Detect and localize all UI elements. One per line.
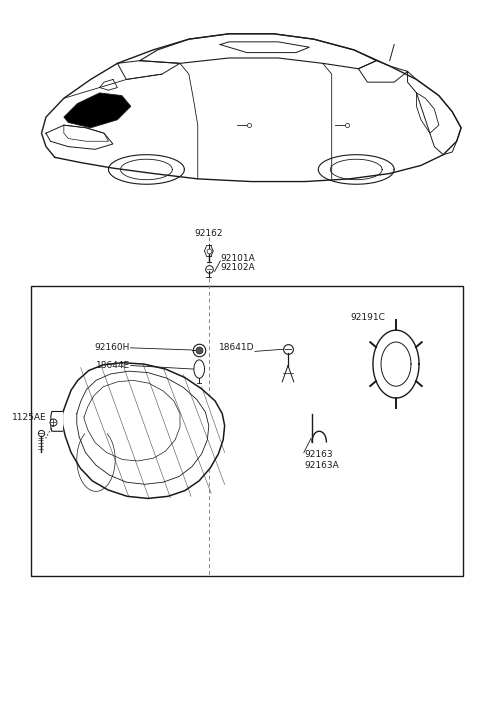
Polygon shape [64, 93, 131, 128]
Text: 92163A: 92163A [305, 461, 339, 469]
Text: 92101A: 92101A [221, 255, 255, 263]
Text: 92160H: 92160H [94, 344, 130, 352]
Text: 18644E: 18644E [96, 361, 130, 370]
Text: 92163: 92163 [305, 450, 334, 459]
Text: 92102A: 92102A [221, 263, 255, 271]
Polygon shape [51, 411, 62, 431]
Text: 1125AE: 1125AE [12, 413, 47, 421]
Text: 92191C: 92191C [350, 312, 385, 322]
Polygon shape [62, 363, 225, 498]
Bar [31, 286, 463, 576]
Text: 92162: 92162 [194, 229, 223, 238]
Text: 18641D: 18641D [219, 344, 254, 352]
Polygon shape [373, 330, 419, 398]
